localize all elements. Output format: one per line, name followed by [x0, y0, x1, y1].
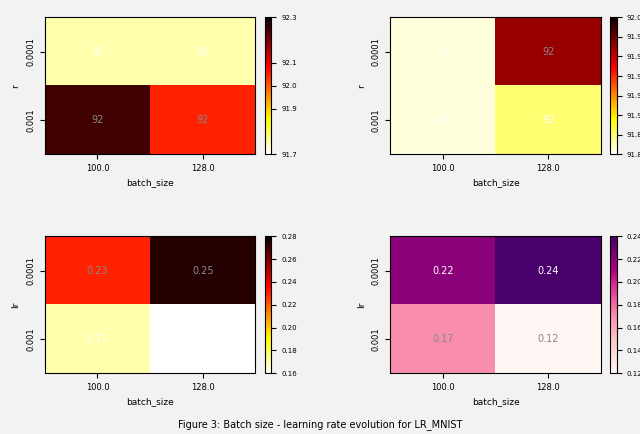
X-axis label: batch_size: batch_size: [126, 178, 174, 187]
Text: 0.17: 0.17: [86, 334, 108, 344]
Text: 0.17: 0.17: [432, 334, 454, 344]
Text: 92: 92: [542, 115, 554, 125]
Text: 92: 92: [196, 115, 209, 125]
Y-axis label: r: r: [357, 84, 366, 88]
Text: 0.23: 0.23: [86, 266, 108, 276]
Y-axis label: lr: lr: [357, 302, 366, 308]
Text: 0.22: 0.22: [432, 266, 454, 276]
Text: 92: 92: [92, 115, 104, 125]
Text: 0.12: 0.12: [538, 334, 559, 344]
Text: 0.25: 0.25: [192, 266, 214, 276]
Y-axis label: r: r: [12, 84, 20, 88]
X-axis label: batch_size: batch_size: [472, 398, 520, 407]
Text: 92: 92: [437, 115, 449, 125]
Text: 0.24: 0.24: [538, 266, 559, 276]
X-axis label: batch_size: batch_size: [126, 398, 174, 407]
Text: 92: 92: [92, 46, 104, 56]
Text: 92: 92: [196, 46, 209, 56]
Text: 92: 92: [542, 46, 554, 56]
Y-axis label: lr: lr: [12, 302, 20, 308]
Text: 92: 92: [437, 46, 449, 56]
Text: Figure 3: Batch size - learning rate evolution for LR_MNIST: Figure 3: Batch size - learning rate evo…: [178, 419, 462, 430]
X-axis label: batch_size: batch_size: [472, 178, 520, 187]
Text: 0.16: 0.16: [192, 334, 213, 344]
